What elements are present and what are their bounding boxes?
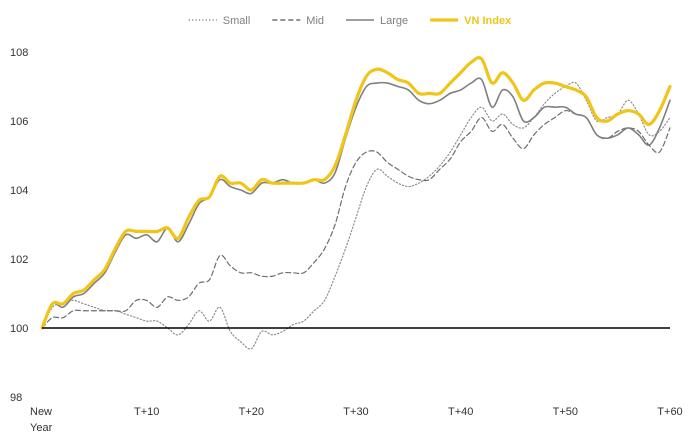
y-tick-label: 102 — [10, 254, 28, 266]
y-tick-label: 104 — [10, 185, 28, 197]
y-tick-label: 98 — [10, 392, 22, 404]
x-tick-label-line2: Year — [30, 422, 53, 434]
legend-label-mid: Mid — [306, 15, 324, 27]
y-tick-label: 108 — [10, 47, 28, 59]
y-axis: 98 100 102 104 106 108 — [10, 47, 28, 404]
legend: Small Mid Large VN Index — [188, 15, 512, 27]
series-line-large — [41, 77, 671, 329]
legend-label-large: Large — [380, 15, 408, 27]
x-tick-label: T+30 — [343, 406, 368, 418]
legend-label-small: Small — [223, 15, 251, 27]
x-tick-label: New — [30, 406, 52, 418]
legend-item-small: Small — [188, 15, 251, 27]
y-tick-label: 106 — [10, 116, 28, 128]
y-tick-label: 100 — [10, 323, 28, 335]
legend-label-vn-index: VN Index — [464, 15, 512, 27]
series-line-small — [41, 81, 671, 350]
legend-item-vn-index: VN Index — [430, 15, 512, 27]
series-line-mid — [41, 109, 671, 329]
x-tick-label: T+10 — [134, 406, 159, 418]
x-tick-label: T+50 — [553, 406, 578, 418]
x-tick-label: T+60 — [657, 406, 682, 418]
series-layer — [40, 56, 672, 350]
x-axis: New Year T+10 T+20 T+30 T+40 T+50 T+60 — [30, 406, 683, 434]
x-tick-label: T+40 — [448, 406, 473, 418]
legend-item-mid: Mid — [272, 15, 324, 27]
x-tick-label: T+20 — [239, 406, 264, 418]
legend-item-large: Large — [346, 15, 408, 27]
series-line-vn-index — [40, 56, 672, 330]
